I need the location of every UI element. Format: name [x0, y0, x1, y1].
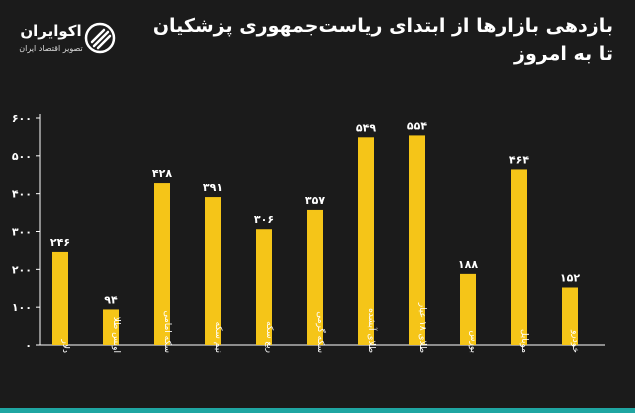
bar — [460, 273, 476, 345]
bar — [205, 197, 221, 345]
value-label: ۱۵۲ — [560, 271, 580, 284]
bar — [103, 309, 119, 345]
x-tick-label: طلای ۱۸ عیار — [417, 302, 427, 353]
y-tick-label: ۳۰۰ — [12, 226, 32, 239]
x-tick-label: ربع سکه — [264, 321, 274, 353]
value-label: ۳۰۶ — [254, 213, 274, 226]
bar — [409, 135, 425, 345]
x-tick-label: طلای آبشده — [366, 308, 378, 353]
bar — [52, 251, 68, 345]
value-label: ۴۶۴ — [509, 153, 529, 166]
value-label: ۲۴۶ — [50, 236, 70, 249]
x-tick-label: سکه امامی — [162, 310, 172, 353]
y-tick-label: ۴۰۰ — [12, 188, 32, 201]
title-block: بازدهی بازارها از ابتدای ریاست‌جمهوری پز… — [153, 12, 613, 68]
x-tick-label: خودرو — [570, 329, 580, 353]
x-tick-label: بورس — [468, 331, 478, 354]
logo-icon — [84, 22, 116, 54]
bar — [562, 287, 578, 345]
value-label: ۵۵۴ — [407, 119, 427, 132]
value-label: ۳۵۷ — [305, 194, 325, 207]
y-tick-label: ۵۰۰ — [12, 150, 32, 163]
tagline: تصویر اقتصاد ایران — [19, 44, 83, 53]
y-tick-label: ۲۰۰ — [12, 263, 32, 276]
bar — [307, 209, 323, 345]
chart-subtitle: تا به امروز — [514, 43, 613, 65]
x-tick-label: نیم سکه — [213, 322, 223, 353]
y-tick-label: ۶۰۰ — [12, 112, 32, 125]
x-tick-label: موبایل — [519, 329, 529, 353]
value-label: ۵۴۹ — [356, 121, 376, 134]
value-label: ۱۸۸ — [458, 258, 478, 271]
x-tick-label: اونس طلا — [111, 317, 121, 353]
footer-bar — [0, 408, 635, 413]
brand: اکوایران — [20, 22, 82, 40]
x-tick-label: دلار — [60, 339, 70, 354]
bar — [358, 137, 374, 345]
bar — [511, 169, 527, 345]
bar — [256, 229, 272, 345]
chart-title: بازدهی بازارها از ابتدای ریاست‌جمهوری پز… — [152, 15, 613, 37]
y-tick-label: ۰ — [25, 339, 32, 352]
value-label: ۴۲۸ — [152, 167, 172, 180]
value-label: ۹۴ — [104, 293, 118, 306]
bar — [154, 183, 170, 345]
value-label: ۳۹۱ — [203, 181, 223, 194]
x-tick-label: سکه گرمی — [315, 311, 327, 353]
y-tick-label: ۱۰۰ — [12, 301, 32, 314]
